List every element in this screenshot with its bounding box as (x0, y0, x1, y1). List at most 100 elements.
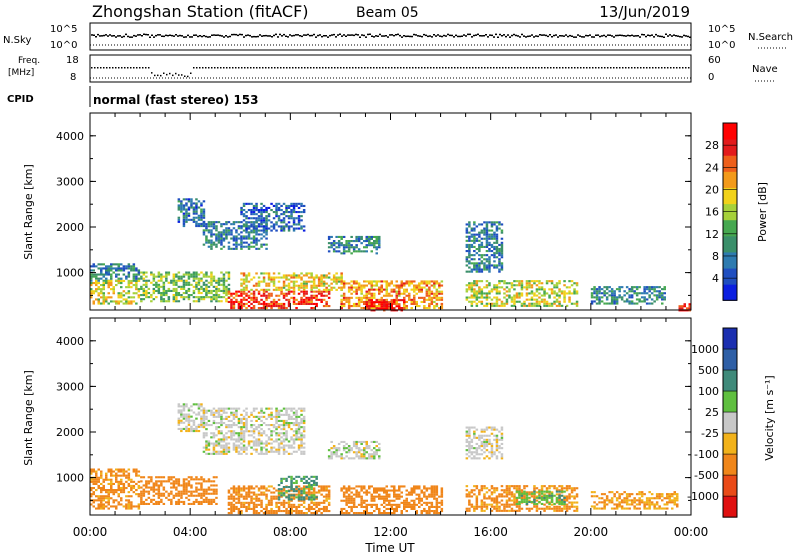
data-cell (225, 438, 228, 440)
data-cell (105, 282, 108, 284)
data-cell (243, 274, 246, 276)
data-cell (413, 303, 416, 305)
data-cell (178, 493, 181, 495)
data-cell (398, 291, 401, 293)
data-cell (643, 290, 646, 292)
data-cell (143, 280, 146, 282)
data-cell (343, 299, 346, 301)
data-cell (403, 301, 406, 303)
data-cell (205, 489, 208, 491)
data-cell (235, 408, 238, 410)
data-cell (546, 280, 549, 282)
data-cell (230, 414, 233, 416)
data-cell (315, 287, 318, 289)
data-cell (265, 228, 268, 230)
data-cell (335, 277, 338, 279)
data-cell (200, 209, 203, 211)
data-cell (646, 286, 649, 288)
data-cell (188, 288, 191, 290)
data-cell (350, 492, 353, 494)
data-cell (536, 290, 539, 292)
data-cell (623, 290, 626, 292)
data-cell (300, 487, 303, 489)
data-cell (255, 207, 257, 209)
data-cell (260, 246, 263, 248)
data-cell (243, 449, 246, 451)
data-cell (128, 276, 131, 278)
data-cell (205, 272, 208, 274)
data-cell (245, 430, 248, 432)
data-cell (275, 449, 278, 451)
data-cell (240, 283, 243, 285)
data-cell (386, 282, 389, 284)
data-cell (118, 485, 121, 487)
data-cell (193, 217, 196, 219)
data-cell (165, 300, 168, 302)
data-cell (175, 478, 178, 480)
data-cell (145, 294, 148, 296)
data-cell (203, 225, 206, 227)
data-cell (198, 424, 201, 426)
data-cell (235, 508, 238, 510)
data-cell (258, 283, 261, 285)
nsky-point (189, 36, 191, 38)
data-cell (481, 260, 484, 262)
data-cell (263, 432, 266, 434)
nsky-point (355, 34, 357, 36)
data-cell (533, 280, 536, 282)
data-cell (386, 299, 389, 301)
data-cell (270, 447, 273, 449)
freq-point (358, 67, 360, 69)
data-cell (143, 290, 146, 292)
data-cell (473, 234, 476, 236)
data-cell (325, 498, 328, 500)
data-cell (288, 283, 291, 285)
freq-point (676, 67, 678, 69)
data-cell (210, 300, 213, 302)
data-cell (238, 445, 241, 447)
data-cell (348, 240, 351, 242)
data-cell (496, 288, 499, 290)
nsky-point (261, 35, 263, 37)
data-cell (193, 491, 196, 493)
data-cell (278, 209, 281, 211)
data-cell (273, 205, 276, 207)
data-cell (248, 492, 251, 494)
data-cell (98, 487, 101, 489)
data-cell (268, 424, 271, 426)
data-cell (466, 256, 469, 258)
data-cell (473, 258, 476, 260)
data-cell (366, 299, 369, 301)
data-cell (183, 219, 186, 221)
data-cell (205, 296, 208, 298)
data-cell (98, 280, 101, 282)
data-cell (250, 424, 253, 426)
data-cell (275, 211, 278, 213)
data-cell (188, 278, 191, 280)
data-cell (508, 288, 511, 290)
data-cell (483, 254, 486, 256)
data-cell (243, 506, 246, 508)
nsky-point (221, 35, 223, 37)
data-cell (185, 482, 188, 484)
data-cell (188, 416, 191, 418)
data-cell (343, 494, 346, 496)
data-cell (431, 301, 434, 303)
data-cell (128, 473, 131, 475)
data-cell (546, 305, 549, 307)
data-cell (488, 238, 491, 240)
data-cell (255, 438, 257, 440)
data-cell (255, 233, 257, 235)
data-cell (418, 285, 421, 287)
nsky-point (669, 34, 671, 36)
data-cell (473, 280, 476, 282)
data-cell (285, 412, 288, 414)
data-cell (250, 211, 253, 213)
data-cell (345, 244, 348, 246)
data-cell (298, 488, 301, 490)
data-cell (328, 250, 331, 252)
data-cell (298, 485, 301, 487)
data-cell (368, 445, 371, 447)
data-cell (133, 274, 136, 276)
data-cell (290, 203, 293, 205)
